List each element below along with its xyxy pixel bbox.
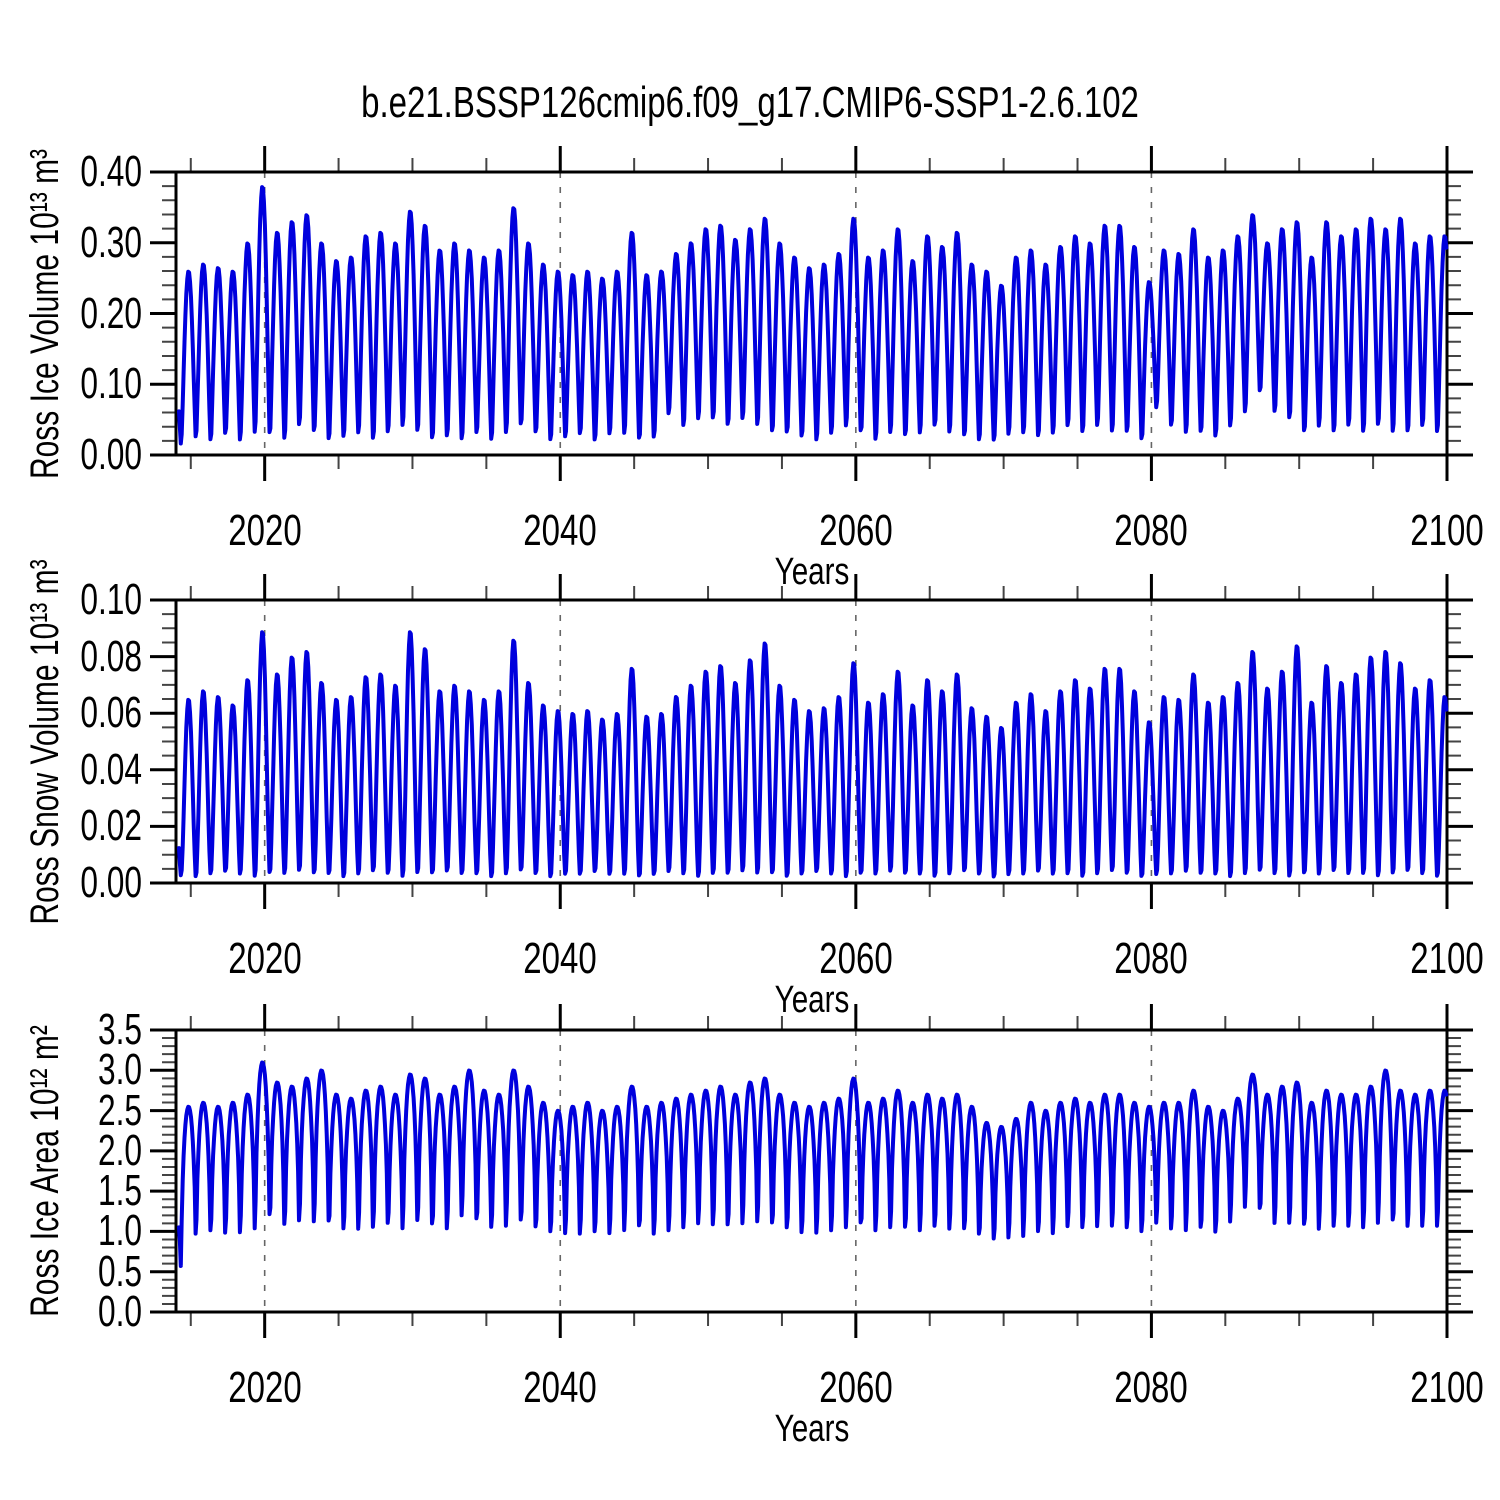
y-tick-label: 0.06 [80, 688, 142, 738]
x-tick-label: 2040 [523, 934, 597, 983]
minor-ticks [162, 586, 1461, 897]
x-tick-label: 2040 [523, 506, 597, 555]
y-tick-label: 0.5 [97, 1246, 142, 1296]
minor-ticks [162, 1016, 1461, 1326]
y-tick-label: 2.5 [97, 1085, 142, 1135]
y-tick-label: 0.02 [80, 801, 142, 851]
x-tick-label: 2060 [819, 506, 893, 555]
y-tick-label: 3.0 [97, 1045, 142, 1095]
y-tick-label: 2.0 [97, 1125, 142, 1175]
plot-border [174, 170, 1449, 457]
y-tick-label: 0.40 [80, 147, 142, 196]
series-line [177, 1060, 1449, 1268]
x-tick-label: 2100 [1410, 1363, 1484, 1412]
x-tick-label: 2100 [1410, 934, 1484, 983]
x-tick-label: 2020 [227, 506, 302, 555]
x-tick-label: 2040 [523, 1363, 597, 1412]
x-tick-label: 2020 [227, 1363, 302, 1412]
y-tick-label: 0.0 [97, 1287, 142, 1336]
series-line [177, 185, 1449, 446]
x-tick-label: 2080 [1114, 506, 1189, 555]
plot-border [174, 1028, 1449, 1314]
x-tick-label: 2100 [1410, 506, 1484, 555]
chart-title: b.e21.BSSP126cmip6.f09_g17.CMIP6-SSP1-2.… [361, 78, 1139, 127]
x-axis-label-years-2: Years [774, 979, 849, 1021]
y-tick-label: 0.20 [80, 288, 142, 338]
x-tick-label: 2080 [1114, 1363, 1189, 1412]
y-tick-label: 0.10 [80, 359, 142, 409]
major-ticks [150, 574, 1473, 909]
y-tick-label: 0.08 [80, 631, 142, 681]
y-tick-label: 0.30 [80, 217, 142, 267]
series-line [177, 630, 1449, 879]
y-tick-label: 1.0 [97, 1206, 142, 1256]
x-tick-label: 2020 [227, 934, 302, 983]
major-ticks [150, 146, 1473, 481]
y-tick-label: 0.04 [80, 744, 142, 794]
x-axis-label-years-3: Years [774, 1408, 849, 1450]
y-tick-label: 0.00 [80, 430, 142, 479]
y-tick-label: 0.00 [80, 858, 142, 907]
x-tick-label: 2080 [1114, 934, 1189, 983]
major-ticks [150, 1004, 1473, 1338]
x-axis-label-years-1: Years [774, 551, 849, 593]
panel-1 [150, 146, 1473, 481]
plot-border [174, 598, 1449, 885]
y-tick-label: 3.5 [97, 1005, 142, 1054]
x-tick-label: 2060 [819, 934, 893, 983]
x-tick-label: 2060 [819, 1363, 893, 1412]
panel-3 [150, 1004, 1473, 1338]
minor-ticks [162, 158, 1461, 469]
y-tick-label: 0.10 [80, 575, 142, 624]
panel-2 [150, 574, 1473, 909]
y-tick-label: 1.5 [97, 1166, 142, 1216]
